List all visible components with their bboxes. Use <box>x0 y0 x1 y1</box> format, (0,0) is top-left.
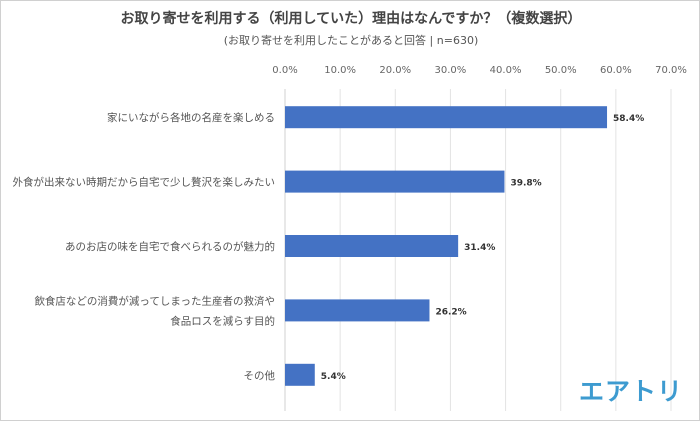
bar <box>285 363 315 386</box>
bar <box>285 170 505 193</box>
x-tick-label: 0.0% <box>272 65 297 76</box>
x-tick-label: 10.0% <box>324 65 356 76</box>
category-label: 外食が出来ない時期だから自宅で少し贅沢を楽しみたい <box>13 176 276 189</box>
data-label: 31.4% <box>464 243 495 253</box>
data-label: 58.4% <box>613 114 644 124</box>
x-tick-label: 50.0% <box>545 65 577 76</box>
x-tick-label: 20.0% <box>379 65 411 76</box>
category-label: 食品ロスを減らす目的 <box>170 314 275 327</box>
category-label: 飲食店などの消費が減ってしまった生産者の救済や <box>34 294 275 307</box>
data-label: 5.4% <box>321 372 346 382</box>
chart-title: お取り寄せを利用する（利用していた）理由はなんですか？（複数選択） <box>120 11 582 27</box>
category-label: その他 <box>244 369 276 382</box>
logo: エアトリ <box>578 377 683 406</box>
data-label: 39.8% <box>510 179 541 189</box>
x-tick-label: 40.0% <box>490 65 522 76</box>
bar <box>285 235 459 257</box>
x-tick-label: 60.0% <box>600 65 632 76</box>
category-label: あのお店の味を自宅で食べられるのが魅力的 <box>65 240 275 253</box>
x-tick-label: 30.0% <box>435 65 467 76</box>
bar <box>285 106 608 129</box>
x-tick-label: 70.0% <box>655 65 687 76</box>
data-label: 26.2% <box>435 307 466 317</box>
category-label: 家にいながら各地の名産を楽しめる <box>107 111 275 124</box>
bar <box>285 299 430 322</box>
chart-subtitle: (お取り寄せを利用したことがあると回答 | n=630) <box>223 34 479 47</box>
